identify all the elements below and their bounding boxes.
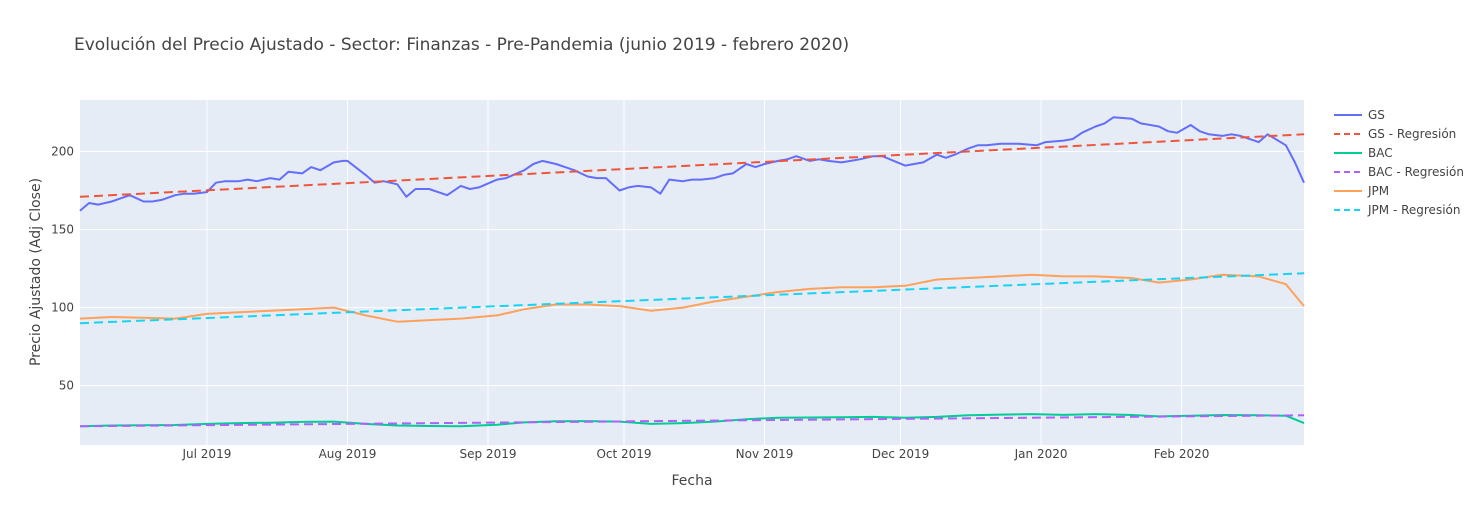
legend[interactable]: GS GS - Regresión BAC BAC - Regresión JPM JPM… (1334, 108, 1464, 217)
grid (80, 100, 1304, 445)
x-tick-label: Sep 2019 (460, 447, 517, 461)
legend-item-bac[interactable]: BAC (1334, 146, 1393, 160)
series-lines (79, 116, 1305, 428)
legend-label: JPM (1367, 184, 1389, 198)
legend-label: GS (1368, 108, 1385, 122)
x-tick-label: Feb 2020 (1154, 447, 1210, 461)
chart-title: Evolución del Precio Ajustado - Sector: … (74, 35, 849, 55)
plot-area (80, 100, 1304, 445)
y-tick-label: 50 (59, 379, 74, 393)
y-axis-title: Precio Ajustado (Adj Close) (28, 178, 44, 366)
x-tick-label: Jul 2019 (182, 447, 232, 461)
legend-item-jpm-regresi-n[interactable]: JPM - Regresión (1334, 203, 1460, 217)
y-tick-label: 200 (51, 145, 74, 159)
x-tick-label: Nov 2019 (736, 447, 794, 461)
x-tick-label: Aug 2019 (319, 447, 377, 461)
legend-label: GS - Regresión (1368, 127, 1456, 141)
series-line-bac-regresi-n (79, 414, 1305, 428)
x-axis-ticks: Jul 2019 Aug 2019 Sep 2019 Oct 2019 Nov 2019… (182, 447, 1210, 461)
legend-label: BAC - Regresión (1368, 165, 1464, 179)
legend-item-jpm[interactable]: JPM (1334, 184, 1389, 198)
y-tick-label: 100 (51, 301, 74, 315)
series-line-bac (79, 413, 1305, 428)
legend-item-gs-regresi-n[interactable]: GS - Regresión (1334, 127, 1456, 141)
series-line-gs (79, 116, 1305, 212)
legend-item-gs[interactable]: GS (1334, 108, 1385, 122)
series-line-jpm-regresi-n (79, 272, 1305, 325)
x-tick-label: Oct 2019 (596, 447, 651, 461)
x-tick-label: Jan 2020 (1014, 447, 1068, 461)
series-line-jpm (79, 273, 1305, 323)
legend-label: BAC (1368, 146, 1393, 160)
y-axis-ticks: 50 100 150 200 (51, 145, 74, 393)
y-tick-label: 150 (51, 223, 74, 237)
x-tick-label: Dec 2019 (872, 447, 930, 461)
legend-label: JPM - Regresión (1367, 203, 1460, 217)
series-line-gs-regresi-n (79, 133, 1305, 198)
legend-item-bac-regresi-n[interactable]: BAC - Regresión (1334, 165, 1464, 179)
x-axis-title: Fecha (671, 473, 712, 489)
